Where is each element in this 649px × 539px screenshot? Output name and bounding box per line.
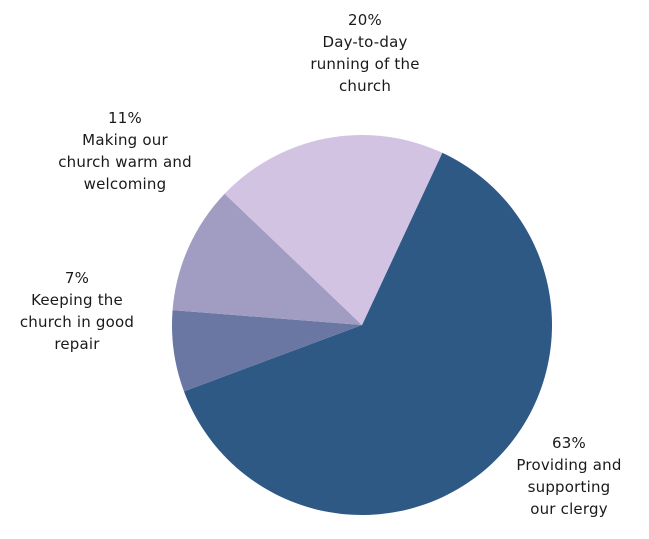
slice-percent-clergy: 63% [552, 434, 586, 452]
slice-text-day-to-day-line-1: Day-to-day [322, 33, 408, 51]
pie-slice-day-to-day [224, 134, 443, 325]
slice-label-clergy: 63% Providing and supporting our clergy [494, 432, 644, 520]
slice-percent-repair: 7% [64, 269, 90, 287]
slice-label-day-to-day: 20% Day-to-day running of the church [255, 9, 475, 97]
slice-text-warm-line-3: welcoming [83, 175, 167, 193]
pie-slice-repair [172, 310, 362, 392]
slice-percent-day-to-day: 20% [348, 11, 382, 29]
slice-label-warm: 11% Making our church warm and welcoming [20, 107, 230, 195]
slice-text-clergy-line-3: our clergy [530, 500, 608, 518]
slice-text-warm-line-1: Making our [82, 131, 168, 149]
pie-slice-clergy [183, 152, 552, 515]
slice-percent-warm: 11% [108, 109, 142, 127]
slice-text-repair-line-3: repair [54, 335, 100, 353]
slice-label-repair: 7% Keeping the church in good repair [0, 267, 162, 355]
slice-text-repair-line-2: church in good [19, 313, 135, 331]
slice-text-day-to-day-line-3: church [338, 77, 392, 95]
slice-text-repair-line-1: Keeping the [31, 291, 123, 309]
pie-slice-warm [172, 193, 362, 325]
slice-text-day-to-day-line-2: running of the [310, 55, 420, 73]
slice-text-warm-line-2: church warm and [58, 153, 192, 171]
slice-text-clergy-line-1: Providing and [516, 456, 622, 474]
slice-text-clergy-line-2: supporting [527, 478, 611, 496]
